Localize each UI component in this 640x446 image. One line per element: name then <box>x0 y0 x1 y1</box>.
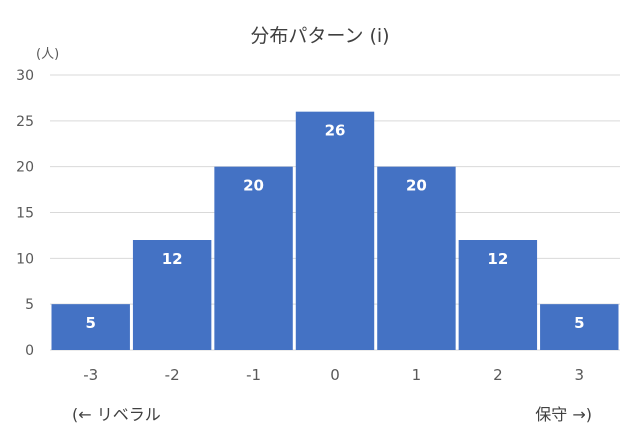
data-label: 5 <box>574 314 584 332</box>
bar--2 <box>132 240 212 350</box>
y-tick-label: 15 <box>16 206 34 222</box>
bar-3 <box>540 304 619 350</box>
annotation-right: 保守 →) <box>535 405 592 424</box>
bar-2 <box>458 240 538 350</box>
chart-title: 分布パターン (i) <box>250 25 389 47</box>
x-tick-label: 1 <box>412 366 422 384</box>
x-tick-label: -2 <box>165 366 180 384</box>
y-tick-label: 10 <box>16 251 34 267</box>
data-label: 26 <box>325 122 346 140</box>
data-label: 20 <box>243 177 264 195</box>
x-tick-label: -3 <box>83 366 98 384</box>
x-tick-label: 2 <box>493 366 503 384</box>
data-label: 12 <box>162 250 183 268</box>
y-tick-label: 0 <box>25 343 34 359</box>
data-label: 12 <box>487 250 508 268</box>
bars <box>51 111 619 351</box>
y-axis-unit-label: (人) <box>36 47 59 62</box>
x-tick-label: 0 <box>330 366 340 384</box>
y-tick-label: 25 <box>16 114 34 130</box>
data-label: 20 <box>406 177 427 195</box>
bar-0 <box>295 111 375 351</box>
bar--3 <box>51 304 130 350</box>
bar-1 <box>377 166 456 350</box>
bar--1 <box>214 166 293 350</box>
x-tick-label: -1 <box>246 366 261 384</box>
y-tick-label: 20 <box>16 160 34 176</box>
data-labels: 5 12 20 26 20 12 5 <box>85 122 584 332</box>
y-axis-ticks: 0 5 10 15 20 25 30 <box>16 68 34 359</box>
data-label: 5 <box>85 314 95 332</box>
annotation-left: (← リベラル <box>72 405 161 424</box>
y-tick-label: 30 <box>16 68 34 84</box>
y-tick-label: 5 <box>25 297 34 313</box>
x-tick-label: 3 <box>575 366 585 384</box>
x-axis-ticks: -3 -2 -1 0 1 2 3 <box>83 366 584 384</box>
